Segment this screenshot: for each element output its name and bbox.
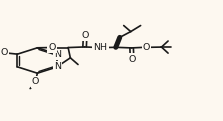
Text: O: O [49, 43, 56, 52]
Text: N: N [54, 50, 61, 59]
Text: O: O [0, 48, 8, 57]
Text: O: O [81, 31, 89, 40]
Text: NH: NH [93, 43, 107, 52]
Text: O: O [128, 55, 136, 64]
Text: O: O [32, 77, 39, 86]
Text: O: O [143, 43, 150, 52]
Text: N: N [54, 62, 61, 71]
